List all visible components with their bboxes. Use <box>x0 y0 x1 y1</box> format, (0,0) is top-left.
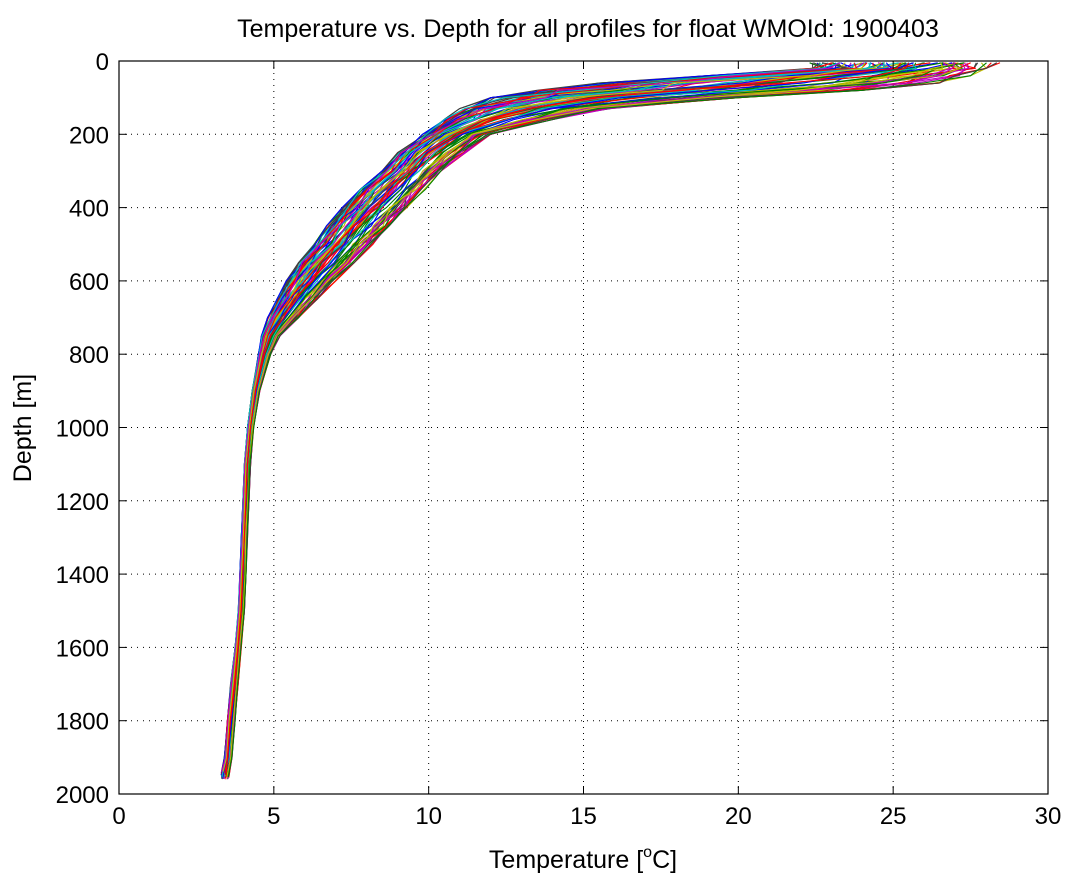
x-tick-label: 30 <box>1035 803 1062 830</box>
grid-layer <box>119 61 1048 794</box>
x-tick-label: 5 <box>267 803 280 830</box>
x-tick-label: 10 <box>415 803 442 830</box>
x-tick-label: 15 <box>570 803 597 830</box>
profile-line <box>222 62 866 772</box>
y-tick-label: 1200 <box>56 489 109 516</box>
profiles-layer <box>220 62 1001 780</box>
x-axis-label-suffix: C] <box>652 846 677 874</box>
ticks-layer: 0 5 10 15 20 25 30 0 200 400 600 800 1000 1200 1400 160… <box>56 49 1062 830</box>
representative-profile-line <box>225 62 910 780</box>
profile-line <box>221 62 841 773</box>
x-tick-label: 25 <box>880 803 907 830</box>
y-tick-label: 200 <box>69 122 109 149</box>
y-tick-label: 600 <box>69 269 109 296</box>
x-axis-label-degree: o <box>643 844 652 861</box>
y-tick-label: 400 <box>69 196 109 223</box>
y-tick-label: 1600 <box>56 635 109 662</box>
y-tick-label: 1800 <box>56 709 109 736</box>
y-tick-label: 1400 <box>56 562 109 589</box>
profile-line <box>227 62 987 778</box>
x-tick-label: 0 <box>112 803 125 830</box>
y-tick-label: 0 <box>96 49 109 76</box>
y-axis-label: Depth [m] <box>9 374 37 482</box>
x-axis-label: Temperature [oC] <box>489 844 677 874</box>
y-tick-label: 2000 <box>56 782 109 809</box>
y-tick-label: 1000 <box>56 416 109 443</box>
y-tick-label: 800 <box>69 342 109 369</box>
x-axis-label-prefix: Temperature [ <box>489 846 643 874</box>
x-tick-label: 20 <box>725 803 752 830</box>
profile-line <box>226 62 944 778</box>
chart-title: Temperature vs. Depth for all profiles f… <box>237 15 939 43</box>
